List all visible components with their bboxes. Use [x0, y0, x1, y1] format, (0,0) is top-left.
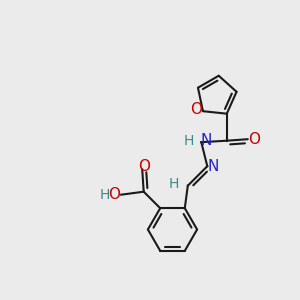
Text: O: O	[248, 132, 260, 147]
Text: N: N	[207, 159, 218, 174]
Text: N: N	[200, 133, 212, 148]
Text: O: O	[109, 187, 121, 202]
Text: O: O	[190, 102, 202, 117]
Text: H: H	[100, 188, 110, 202]
Text: H: H	[184, 134, 194, 148]
Text: O: O	[138, 159, 150, 174]
Text: H: H	[169, 177, 179, 191]
